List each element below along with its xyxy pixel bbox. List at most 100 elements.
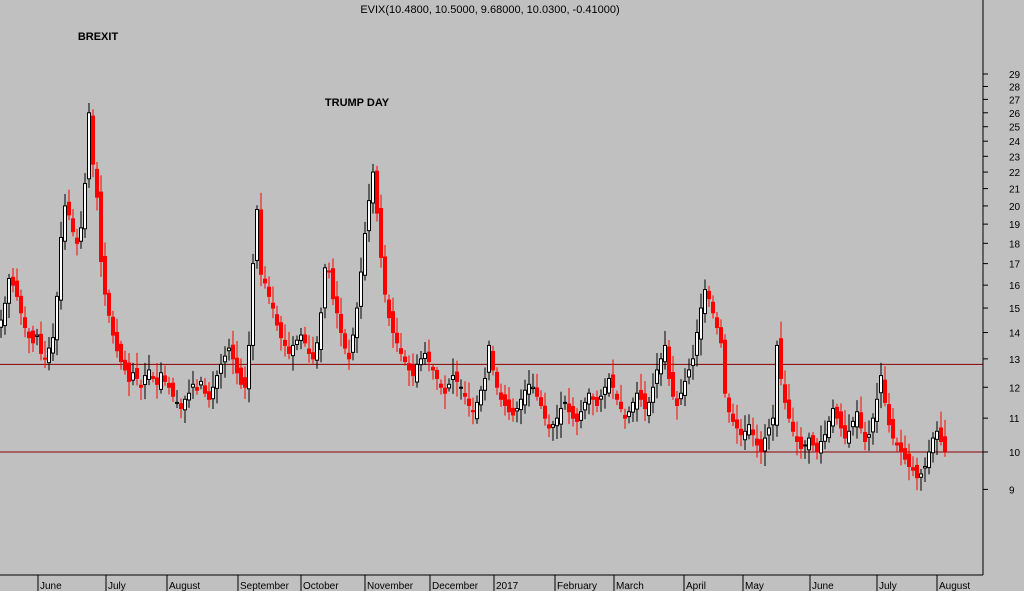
candle-body	[483, 377, 487, 391]
candle-body	[131, 372, 135, 381]
candle-body	[527, 383, 531, 395]
candle-body	[751, 429, 755, 436]
candle-body	[919, 473, 923, 478]
candle-body	[915, 464, 919, 479]
candle-body	[803, 444, 807, 447]
candle-body	[311, 352, 315, 360]
candle-body	[219, 363, 223, 374]
chart-title: EVIX(10.4800, 10.5000, 9.68000, 10.0300,…	[360, 4, 619, 16]
y-tick-label: 27	[1009, 95, 1021, 106]
candle-body	[379, 207, 383, 258]
candle-body	[247, 344, 251, 390]
y-tick-label: 26	[1009, 109, 1021, 120]
candle-body	[903, 448, 907, 460]
candle-body	[347, 352, 351, 360]
candle-body	[271, 302, 275, 309]
candle-body	[207, 391, 211, 400]
candle-body	[847, 430, 851, 444]
candle-body	[547, 424, 551, 429]
candle-body	[943, 436, 947, 452]
y-tick-label: 15	[1009, 304, 1021, 315]
candle-body	[843, 425, 847, 439]
candle-body	[539, 397, 543, 406]
candle-body	[239, 367, 243, 385]
candle-body	[531, 386, 535, 390]
candle-body	[523, 389, 527, 406]
candle-body	[639, 389, 643, 400]
candle-body	[27, 331, 31, 339]
candle-body	[719, 327, 723, 344]
candle-body	[463, 393, 467, 397]
candle-body	[823, 434, 827, 442]
annotation-trump-day: TRUMP DAY	[325, 97, 390, 109]
candle-body	[339, 313, 343, 334]
candle-body	[79, 227, 83, 242]
candle-body	[355, 307, 359, 339]
candle-body	[147, 369, 151, 380]
candle-body	[435, 370, 439, 379]
candle-body	[39, 333, 43, 354]
candle-body	[83, 183, 87, 230]
candle-body	[443, 387, 447, 394]
candle-body	[867, 434, 871, 438]
x-tick-label: June	[40, 581, 62, 591]
candle-body	[895, 442, 899, 446]
candle-body	[211, 386, 215, 400]
candle-body	[123, 359, 127, 371]
candle-body	[47, 347, 51, 364]
candle-body	[707, 290, 711, 300]
candle-body	[251, 263, 255, 346]
candle-body	[31, 330, 35, 344]
candle-body	[555, 417, 559, 427]
candle-body	[203, 385, 207, 394]
candle-body	[423, 352, 427, 360]
candle-body	[119, 343, 123, 363]
candle-body	[831, 408, 835, 427]
candle-body	[611, 374, 615, 388]
candle-body	[495, 371, 499, 388]
candle-body	[791, 421, 795, 432]
candle-body	[295, 339, 299, 345]
candle-body	[819, 440, 823, 454]
candle-body	[835, 406, 839, 419]
candle-body	[383, 256, 387, 295]
candle-body	[191, 383, 195, 388]
candle-body	[643, 393, 647, 410]
candle-body	[775, 344, 779, 426]
candle-body	[787, 399, 791, 419]
candle-body	[543, 405, 547, 419]
x-tick-label: June	[812, 581, 834, 591]
candle-body	[583, 401, 587, 411]
candle-body	[459, 386, 463, 389]
candle-body	[855, 411, 859, 428]
y-tick-label: 29	[1009, 70, 1021, 81]
candle-body	[783, 384, 787, 403]
candle-body	[315, 342, 319, 361]
y-tick-label: 28	[1009, 82, 1021, 93]
candle-body	[479, 389, 483, 406]
candle-body	[671, 372, 675, 397]
candle-body	[351, 334, 355, 353]
candle-body	[179, 403, 183, 410]
candle-body	[691, 358, 695, 367]
candle-body	[43, 357, 47, 360]
candle-body	[647, 401, 651, 417]
candle-body	[187, 392, 191, 401]
x-tick-label: September	[240, 581, 290, 591]
candle-body	[11, 276, 15, 286]
candle-body	[275, 314, 279, 326]
candle-body	[23, 317, 27, 328]
candle-body	[175, 401, 179, 404]
candle-body	[231, 344, 235, 360]
candle-body	[571, 406, 575, 419]
candle-body	[431, 366, 435, 371]
candle-body	[735, 419, 739, 429]
candle-body	[139, 384, 143, 388]
candle-body	[503, 394, 507, 406]
candle-body	[471, 410, 475, 413]
candle-body	[859, 412, 863, 429]
candle-body	[659, 358, 663, 375]
candle-body	[319, 312, 323, 351]
candle-body	[163, 375, 167, 382]
